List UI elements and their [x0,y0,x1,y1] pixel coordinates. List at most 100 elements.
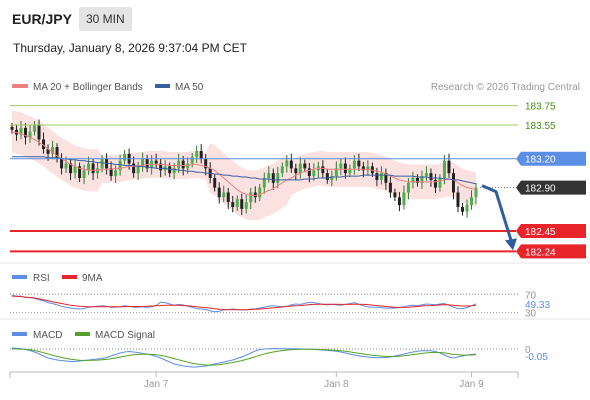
candle-body [136,166,140,174]
candle-body [118,160,122,171]
candle-body [100,158,104,169]
candle-body [172,168,176,174]
candle-body [285,160,289,167]
bollinger-band-fill [12,110,476,221]
candle-body [343,163,347,174]
x-tick-label-1: Jan 8 [324,379,349,390]
legend-rsi-label: RSI [33,273,50,284]
level-tag-2 [516,151,586,166]
forecast-arrow-path [481,184,513,241]
candle-body [325,173,329,180]
candle-body [217,187,221,198]
x-axis: Jan 7 Jan 8 Jan 9 [9,371,519,390]
candle-body [177,160,181,169]
legend-macd-label: MACD [33,330,62,341]
candle-body [249,192,253,203]
x-tick-label-0: Jan 7 [144,379,169,390]
candle-body [123,153,127,161]
moving-average-lines [11,131,477,196]
candle-body [307,168,311,177]
candle-body [213,178,217,188]
candle-body [348,168,352,174]
candle-body [60,158,64,169]
candle-body [379,173,383,180]
candle-body [69,163,73,174]
x-tick-label-2: Jan 9 [459,379,484,390]
candle-body [294,168,298,174]
candle-body [424,173,428,177]
candle-body [406,182,410,193]
candle-body [451,173,455,193]
candle-body [190,156,194,164]
candle-body [145,158,149,169]
level-tag-4 [516,224,586,239]
candle-body [366,166,370,171]
timeframe-button[interactable]: 30 MIN [79,7,132,31]
candle-body [289,160,293,169]
level-label-5: 182.24 [525,247,556,258]
bollinger-band-area [12,110,476,221]
candle-body [388,182,392,193]
candle-body [235,199,239,207]
candle-body [361,166,365,171]
candle-body [109,168,113,177]
candle-body [244,202,248,209]
level-label-0: 183.75 [525,102,556,113]
macd-current-label: -0.05 [525,352,548,363]
candle-body [10,126,14,130]
level-label-1: 183.55 [525,121,556,132]
candle-body [271,173,275,183]
candle-body [28,131,32,138]
macd-level-label-0: 0 [525,345,531,356]
candle-body [280,166,284,174]
candle-body [258,187,262,198]
candle-body [460,206,464,212]
rsi-ma-line [11,295,477,311]
rsi-level-label-1: 30 [525,309,537,320]
candle-body [181,160,185,169]
candle-body [253,192,257,198]
candle-body [375,173,379,180]
candle-body [33,124,37,132]
candle-body [276,173,280,183]
candle-body [159,163,163,171]
rsi-level-label-0: 70 [525,290,537,301]
candle-body [222,192,226,198]
level-tag-5 [516,244,586,259]
candle-body [64,163,68,169]
copyright-label: Research © 2026 Trading Central [431,82,580,93]
candle-body [114,170,118,177]
candle-body [393,192,397,198]
ma50-line [12,156,477,185]
rsi-current-label: 49.33 [525,300,550,311]
level-label-4: 182.45 [525,227,556,238]
legend-ma20-label: MA 20 + Bollinger Bands [33,82,143,93]
forecast-arrow [481,184,517,251]
candle-body [415,178,419,183]
candle-body [55,147,59,159]
candle-body [37,124,41,140]
candle-body [429,173,433,180]
candle-body [339,163,343,169]
candle-body [24,127,28,138]
macd-signal-line [12,348,477,366]
legend-macd-signal-label: MACD Signal [95,330,155,341]
candle-body [447,160,451,174]
candle-body [195,150,199,157]
candle-body [357,160,361,167]
candle-body [303,163,307,169]
candle-body [456,192,460,207]
candle-body [154,160,158,164]
legend-rsi-ma-label: 9MA [82,273,103,284]
candle-body [46,149,50,154]
candle-body [78,166,82,178]
candle-body [42,139,46,150]
candle-body [352,160,356,169]
candle-body [420,176,424,183]
candle-body [226,192,230,203]
candle-body [469,197,473,206]
candle-body [267,173,271,178]
macd-line [11,347,477,368]
